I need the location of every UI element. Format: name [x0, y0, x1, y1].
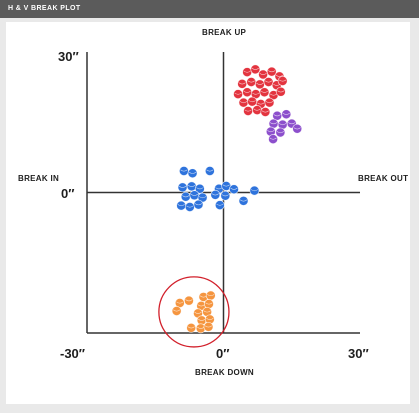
label-break-in: BREAK IN — [18, 174, 60, 183]
pitch-seam-red — [257, 102, 265, 105]
pitch-seam-orange — [176, 301, 184, 304]
pitch-seam-orange — [187, 326, 195, 329]
pitch-seam-blue — [180, 169, 188, 172]
pitch-seam-red — [265, 101, 274, 104]
pitch-seam-blue — [178, 185, 187, 188]
pitch-seam-orange — [205, 302, 213, 305]
pitch-seam-red — [256, 82, 264, 85]
pitch-seam-purple — [267, 130, 275, 133]
pitch-seam-orange — [198, 318, 206, 321]
pitch-seam-purple — [293, 127, 301, 130]
pitch-seam-purple — [288, 122, 296, 125]
pitch-seam-red — [261, 110, 269, 113]
pitch-seam-red — [269, 93, 278, 96]
pitch-seam-red — [244, 109, 252, 112]
pitch-seam-orange — [197, 304, 205, 307]
highlight-circle — [158, 276, 230, 348]
pitch-seam-red — [243, 90, 251, 93]
pitch-seam-orange — [203, 310, 211, 313]
pitch-seam-blue — [206, 169, 214, 172]
pitch-seam-red — [247, 80, 255, 83]
pitch-seam-red — [252, 92, 260, 95]
pitch-seam-red — [279, 79, 287, 82]
pitch-seam-red — [251, 67, 259, 70]
pitch-seam-blue — [188, 184, 196, 187]
pitch-seam-red — [260, 90, 269, 93]
pitch-seam-red — [239, 101, 248, 104]
tick-x-right: 30″ — [348, 346, 369, 361]
panel-title: H & V BREAK PLOT — [0, 0, 419, 18]
pitch-seam-blue — [190, 193, 199, 196]
pitch-seam-blue — [250, 189, 259, 192]
pitch-seam-purple — [279, 123, 287, 126]
pitch-seam-orange — [204, 325, 213, 328]
pitch-seam-red — [243, 70, 251, 73]
break-plot-chart — [86, 52, 360, 348]
pitch-seam-red — [277, 90, 285, 93]
pitch-seam-blue — [194, 203, 203, 206]
pitch-seam-purple — [282, 112, 290, 115]
pitch-seam-orange — [194, 311, 202, 314]
tick-y-top: 30″ — [58, 49, 79, 64]
pitch-seam-red — [248, 100, 256, 103]
pitch-seam-purple — [269, 122, 278, 125]
pitch-seam-blue — [230, 187, 238, 190]
pitch-seam-purple — [269, 137, 277, 140]
pitch-seam-blue — [221, 194, 229, 197]
tick-y-mid: 0″ — [61, 186, 75, 201]
pitch-seam-orange — [185, 299, 193, 302]
pitch-seam-orange — [207, 294, 215, 297]
pitch-seam-blue — [186, 205, 194, 208]
pitch-seam-blue — [188, 171, 197, 174]
pitch-seam-blue — [196, 187, 204, 190]
pitch-seam-red — [275, 74, 284, 77]
pitch-seam-red — [234, 92, 242, 95]
pitch-seam-orange — [206, 317, 214, 320]
label-break-down: BREAK DOWN — [195, 368, 254, 377]
label-break-up: BREAK UP — [202, 28, 247, 37]
pitch-seam-blue — [222, 184, 230, 187]
pitch-seam-red — [259, 73, 267, 75]
pitch-seam-red — [253, 108, 261, 111]
pitch-seam-blue — [239, 199, 248, 202]
pitch-seam-blue — [198, 196, 207, 199]
chart-card: BREAK UP BREAK DOWN BREAK IN BREAK OUT 3… — [6, 22, 410, 404]
pitch-seam-blue — [211, 193, 219, 196]
label-break-out: BREAK OUT — [358, 174, 409, 183]
pitch-seam-blue — [216, 203, 224, 206]
tick-x-mid: 0″ — [216, 346, 230, 361]
pitch-seam-purple — [276, 131, 285, 134]
pitch-seam-red — [264, 80, 273, 83]
pitch-seam-red — [238, 82, 246, 85]
pitch-seam-red — [268, 70, 276, 73]
pitch-seam-blue — [177, 204, 185, 207]
pitch-seam-orange — [172, 309, 181, 312]
pitch-seam-blue — [182, 195, 190, 198]
pitch-seam-purple — [273, 114, 281, 117]
tick-x-left: -30″ — [60, 346, 86, 361]
